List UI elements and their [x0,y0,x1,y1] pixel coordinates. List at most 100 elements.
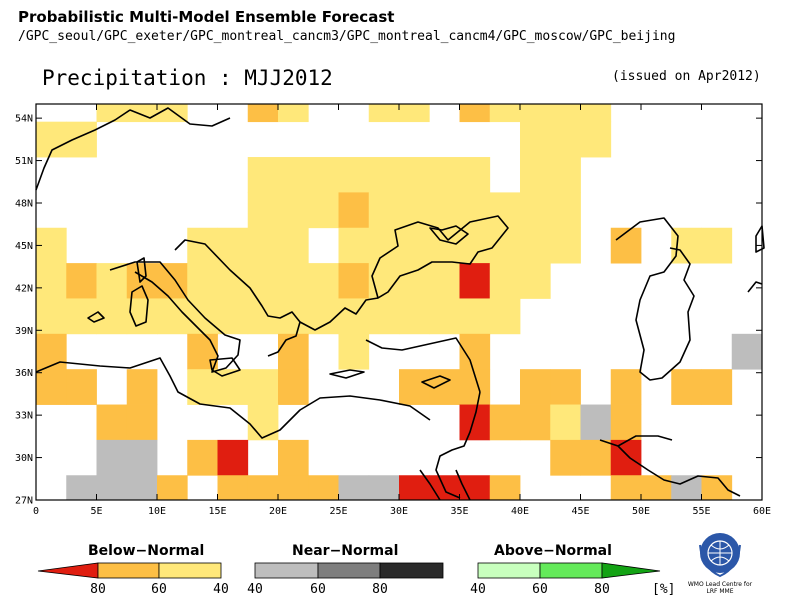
coastline-italy [109,261,241,373]
legend-near-tick: 60 [310,582,326,597]
forecast-cell-below-40 [701,227,733,264]
coastline-sicily [209,357,241,377]
forecast-cell-below-40 [429,263,460,299]
legend-near-swatch-40 [254,562,319,579]
forecast-cell-below-40 [489,263,521,299]
forecast-cell-below-40 [489,104,521,123]
legend-below-swatch-40 [158,562,222,579]
lon-label: 20E [269,506,287,517]
lon-label: 10E [148,506,166,517]
forecast-cell-below-40 [580,121,612,158]
legend-below-tick: 40 [213,582,229,597]
forecast-cell-below-40 [520,227,551,264]
forecast-cell-below-60 [550,439,581,476]
lat-label: 51N [15,156,33,167]
forecast-cell-below-40 [520,192,551,229]
forecast-cell-below-40 [247,369,279,405]
forecast-cell-below-40 [247,192,279,229]
legend-below-title: Below−Normal [88,543,204,559]
lat-label: 42N [15,283,33,294]
legend-unit: [%] [652,582,675,597]
lon-label: 45E [571,506,589,517]
forecast-cell-below-80 [459,404,491,441]
forecast-cell-below-40 [368,227,400,264]
forecast-cell-below-40 [278,227,309,264]
lat-label: 33N [15,411,33,422]
coastlines [35,107,765,501]
forecast-cell-below-40 [308,263,339,299]
legend-below-tick: 80 [90,582,106,597]
lon-label: 30E [390,506,408,517]
coastline-north-africa [35,357,431,439]
legend-above-swatch-60 [539,562,603,579]
legend-above-swatch-40 [477,562,541,579]
forecast-cell-below-40 [126,104,158,123]
forecast-cell-below-40 [429,298,460,335]
coastline-levant [435,391,481,499]
forecast-cell-below-40 [217,369,249,405]
legend-below-swatch-80 [37,562,99,579]
coastline-balkans [174,239,301,357]
forecast-cell-below-60 [610,369,642,405]
lat-label: 45N [15,241,33,252]
forecast-cell-below-40 [550,192,581,229]
forecast-cell-below-60 [610,404,642,441]
wmo-caption-line1: WMO Lead Centre for [688,581,753,588]
forecast-cell-below-40 [278,104,309,123]
forecast-cell-below-40 [278,157,309,193]
lon-label: 60E [753,506,771,517]
legend-near-title: Near−Normal [292,543,398,559]
forecast-cell-below-40 [368,157,400,193]
forecast-cell-below-60 [520,369,551,405]
forecast-cell-below-40 [550,404,581,441]
forecast-cell-below-40 [338,333,370,370]
forecast-cell-below-40 [247,157,279,193]
coastline-northeast [747,281,763,293]
forecast-cell-below-40 [399,298,430,335]
map-title: Probabilistic Multi-Model Ensemble Forec… [18,8,395,26]
forecast-cell-below-60 [187,333,218,370]
forecast-cell-below-60 [126,369,158,405]
forecast-cell-below-60 [520,404,551,441]
forecast-cell-near-40 [671,475,702,501]
forecast-cell-below-40 [308,192,339,229]
forecast-cell-near-40 [368,475,400,501]
coastline-crimea [429,225,469,245]
legend-below-tick: 60 [151,582,167,597]
forecast-cell-below-40 [36,298,67,335]
forecast-cell-below-60 [610,475,642,501]
forecast-cell-below-60 [580,439,612,476]
forecast-cell-near-40 [338,475,370,501]
forecast-cell-below-40 [550,104,581,123]
legend-above-tick: 80 [594,582,610,597]
legend-above-tick: 60 [532,582,548,597]
forecast-cell-below-40 [489,298,521,335]
forecast-cell-below-40 [217,227,249,264]
forecast-cell-below-40 [459,192,491,229]
wmo-caption-line2: LRF MME [706,588,733,595]
forecast-cell-below-60 [399,369,430,405]
lon-label: 0 [33,506,39,517]
legend: Below−Normal Near−Normal Above−Normal 80… [37,543,675,597]
forecast-cell-below-40 [278,192,309,229]
forecast-cell-below-80 [459,263,491,299]
forecast-cell-below-40 [278,263,309,299]
forecast-cell-below-40 [96,263,128,299]
forecast-cell-below-60 [278,439,309,476]
forecast-cell-near-40 [126,439,158,476]
forecast-cell-near-40 [126,475,158,501]
forecast-cell-below-60 [338,192,370,229]
forecast-cell-below-40 [399,157,430,193]
forecast-cell-below-60 [157,475,188,501]
forecast-cell-below-40 [308,157,339,193]
legend-above-title: Above−Normal [494,543,612,559]
forecast-cell-below-40 [157,298,188,335]
legend-above-swatch-80 [601,562,661,579]
variable-title: Precipitation : MJJ2012 [42,66,333,90]
lat-label: 39N [15,326,33,337]
forecast-cell-below-60 [278,369,309,405]
forecast-cell-below-60 [66,263,97,299]
forecast-cell-below-40 [550,157,581,193]
